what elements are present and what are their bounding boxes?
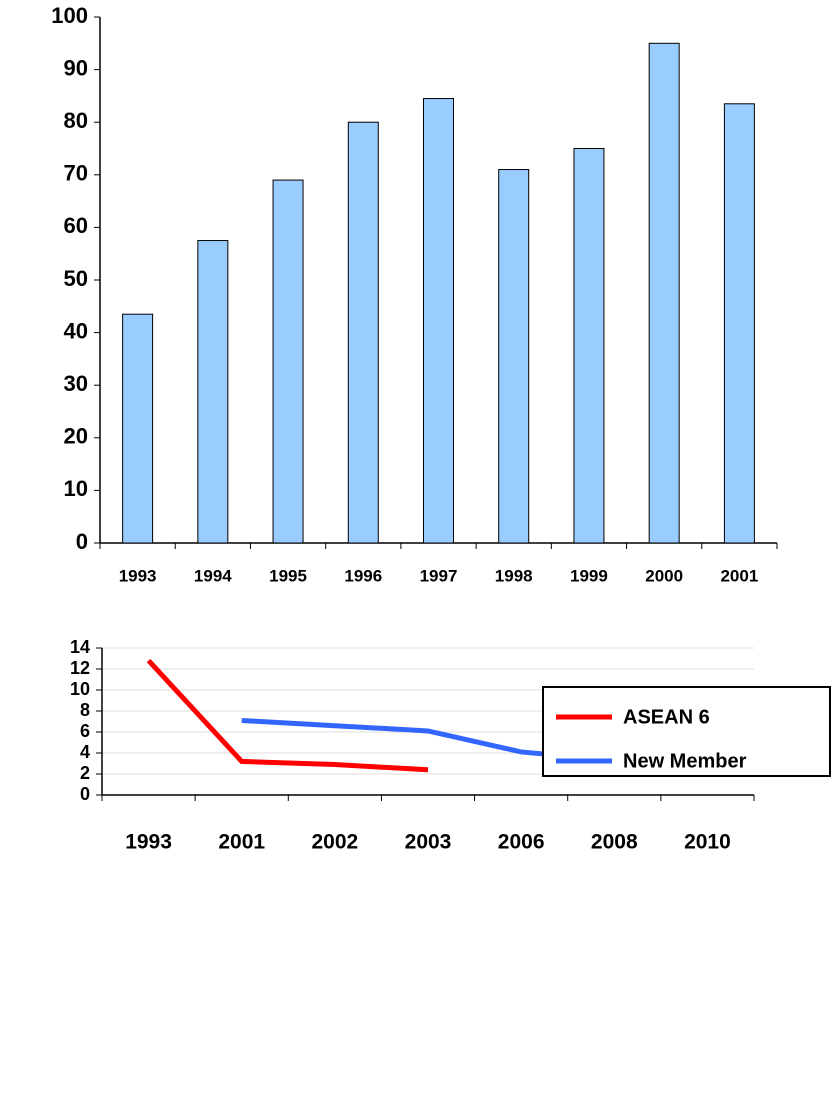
- y-tick-label: 14: [70, 637, 90, 657]
- x-tick-label: 1998: [495, 566, 533, 585]
- y-tick-label: 4: [80, 742, 90, 762]
- bar: [424, 99, 454, 543]
- y-tick-label: 10: [70, 679, 90, 699]
- y-tick-label: 80: [64, 108, 88, 133]
- x-tick-label: 1999: [570, 566, 608, 585]
- y-tick-label: 12: [70, 658, 90, 678]
- bar: [574, 149, 604, 544]
- y-tick-label: 90: [64, 55, 88, 80]
- x-tick-label: 1996: [344, 566, 382, 585]
- y-tick-label: 0: [76, 529, 88, 554]
- bar: [198, 241, 228, 543]
- bar: [273, 180, 303, 543]
- y-tick-label: 6: [80, 721, 90, 741]
- x-tick-label: 1993: [125, 831, 172, 854]
- y-tick-label: 70: [64, 161, 88, 186]
- bar: [649, 43, 679, 543]
- y-tick-label: 0: [80, 784, 90, 804]
- y-tick-label: 2: [80, 763, 90, 783]
- y-tick-label: 10: [64, 476, 88, 501]
- legend-label: New Member: [623, 750, 747, 772]
- x-tick-label: 2008: [591, 831, 638, 854]
- bar: [348, 122, 378, 543]
- x-tick-label: 2003: [405, 831, 452, 854]
- x-tick-label: 1993: [119, 566, 157, 585]
- x-tick-label: 2001: [218, 831, 265, 854]
- bar: [123, 314, 153, 543]
- y-tick-label: 30: [64, 371, 88, 396]
- y-tick-label: 8: [80, 700, 90, 720]
- x-tick-label: 2002: [311, 831, 358, 854]
- legend-label: ASEAN 6: [623, 706, 710, 728]
- x-tick-label: 2001: [720, 566, 758, 585]
- y-tick-label: 50: [64, 266, 88, 291]
- bar: [724, 104, 754, 543]
- x-tick-label: 2010: [684, 831, 731, 854]
- y-tick-label: 40: [64, 318, 88, 343]
- x-tick-label: 1995: [269, 566, 307, 585]
- x-tick-label: 1994: [194, 566, 232, 585]
- x-tick-label: 2000: [645, 566, 683, 585]
- y-tick-label: 60: [64, 213, 88, 238]
- y-tick-label: 20: [64, 424, 88, 449]
- x-tick-label: 2006: [498, 831, 545, 854]
- bar: [499, 170, 529, 543]
- y-tick-label: 100: [51, 3, 88, 28]
- x-tick-label: 1997: [420, 566, 458, 585]
- page: 0102030405060708090100199319941995199619…: [0, 0, 834, 1108]
